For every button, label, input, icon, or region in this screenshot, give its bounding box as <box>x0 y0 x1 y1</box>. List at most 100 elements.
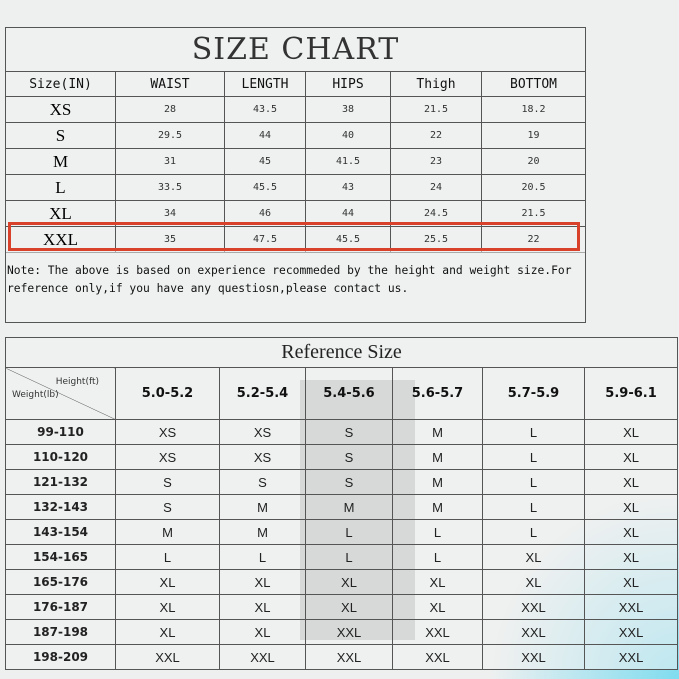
size-cell: XXL <box>583 644 679 670</box>
size-label: M <box>5 148 116 175</box>
weight-label: 198-209 <box>5 644 116 670</box>
table-row: 198-209 XXL XXL XXL XXL XXL XXL <box>5 644 679 670</box>
measurement-cell: 20.5 <box>480 174 587 201</box>
size-cell: XS <box>115 419 220 445</box>
size-cell: L <box>305 519 393 545</box>
size-cell: L <box>305 544 393 570</box>
xxl-highlight-box <box>8 222 580 251</box>
size-cell: XXL <box>219 644 306 670</box>
size-cell: XXL <box>115 644 220 670</box>
reference-size-table: Reference Size Height(ft) Weight(lb) 5.0… <box>4 337 679 670</box>
measurement-cell: 20 <box>480 148 587 175</box>
size-cell: L <box>482 444 585 470</box>
size-cell: XXL <box>583 619 679 645</box>
corner-cell: Height(ft) Weight(lb) <box>5 367 116 420</box>
size-cell: XL <box>392 594 483 620</box>
measurement-cell: 44 <box>224 122 306 149</box>
size-cell: S <box>305 444 393 470</box>
size-cell: XL <box>583 469 679 495</box>
size-cell: XXL <box>482 594 585 620</box>
size-cell: XL <box>392 569 483 595</box>
size-cell: M <box>392 494 483 520</box>
table-row: 143-154 M M L L L XL <box>5 519 679 545</box>
size-label: XS <box>5 96 116 123</box>
measurement-cell: 41.5 <box>305 148 391 175</box>
measurement-cell: 23 <box>390 148 482 175</box>
size-cell: L <box>115 544 220 570</box>
size-cell: XL <box>305 569 393 595</box>
measurement-cell: 43 <box>305 174 391 201</box>
size-cell: M <box>219 494 306 520</box>
height-header: 5.7-5.9 <box>482 367 585 420</box>
column-header: LENGTH <box>224 71 306 97</box>
size-cell: S <box>115 494 220 520</box>
table-row: 165-176 XL XL XL XL XL XL <box>5 569 679 595</box>
size-cell: XXL <box>583 594 679 620</box>
size-cell: L <box>219 544 306 570</box>
size-cell: XL <box>583 444 679 470</box>
measurement-cell: 21.5 <box>390 96 482 123</box>
measurement-cell: 24 <box>390 174 482 201</box>
height-header: 5.0-5.2 <box>115 367 220 420</box>
measurement-cell: 38 <box>305 96 391 123</box>
height-header: 5.2-5.4 <box>219 367 306 420</box>
table-row: S 29.5 44 40 22 19 <box>5 122 587 149</box>
height-axis-label: Height(ft) <box>55 377 99 387</box>
table-row: 99-110 XS XS S M L XL <box>5 419 679 445</box>
height-header: 5.6-5.7 <box>392 367 483 420</box>
size-cell: M <box>115 519 220 545</box>
table-row: 110-120 XS XS S M L XL <box>5 444 679 470</box>
size-cell: XL <box>482 544 585 570</box>
reference-header-row: Height(ft) Weight(lb) 5.0-5.2 5.2-5.4 5.4-… <box>5 367 679 420</box>
measurement-cell: 45 <box>224 148 306 175</box>
size-label: L <box>5 174 116 201</box>
column-header: HIPS <box>305 71 391 97</box>
reference-size-title: Reference Size <box>4 337 679 368</box>
size-chart-header-row: Size(IN) WAIST LENGTH HIPS Thigh BOTTOM <box>5 71 587 97</box>
size-cell: L <box>482 494 585 520</box>
size-chart-table: SIZE CHART Size(IN) WAIST LENGTH HIPS Thigh B… <box>4 27 587 253</box>
size-cell: L <box>392 544 483 570</box>
measurement-cell: 33.5 <box>115 174 225 201</box>
size-cell: M <box>392 469 483 495</box>
size-cell: XXL <box>482 619 585 645</box>
measurement-cell: 31 <box>115 148 225 175</box>
size-cell: XL <box>583 544 679 570</box>
column-header: WAIST <box>115 71 225 97</box>
size-cell: L <box>482 419 585 445</box>
size-cell: XXL <box>392 619 483 645</box>
weight-label: 176-187 <box>5 594 116 620</box>
measurement-cell: 43.5 <box>224 96 306 123</box>
weight-label: 132-143 <box>5 494 116 520</box>
size-cell: L <box>392 519 483 545</box>
measurement-cell: 40 <box>305 122 391 149</box>
weight-label: 121-132 <box>5 469 116 495</box>
size-cell: XL <box>482 569 585 595</box>
size-cell: M <box>305 494 393 520</box>
size-chart-note: Note: The above is based on experience r… <box>7 264 572 295</box>
table-row: 132-143 S M M M L XL <box>5 494 679 520</box>
weight-label: 187-198 <box>5 619 116 645</box>
size-cell: S <box>305 469 393 495</box>
size-cell: XXL <box>305 619 393 645</box>
size-cell: XL <box>219 619 306 645</box>
weight-label: 143-154 <box>5 519 116 545</box>
size-cell: XL <box>583 569 679 595</box>
size-cell: XL <box>219 569 306 595</box>
size-cell: XXL <box>305 644 393 670</box>
column-header: Size(IN) <box>5 71 116 97</box>
measurement-cell: 19 <box>480 122 587 149</box>
height-header: 5.9-6.1 <box>583 367 679 420</box>
size-cell: XL <box>115 569 220 595</box>
size-cell: XL <box>305 594 393 620</box>
size-cell: XS <box>115 444 220 470</box>
size-cell: XL <box>219 594 306 620</box>
measurement-cell: 22 <box>390 122 482 149</box>
size-cell: S <box>115 469 220 495</box>
note-box <box>5 250 586 323</box>
measurement-cell: 28 <box>115 96 225 123</box>
size-label: S <box>5 122 116 149</box>
weight-label: 154-165 <box>5 544 116 570</box>
column-header: BOTTOM <box>480 71 587 97</box>
column-header: Thigh <box>390 71 482 97</box>
